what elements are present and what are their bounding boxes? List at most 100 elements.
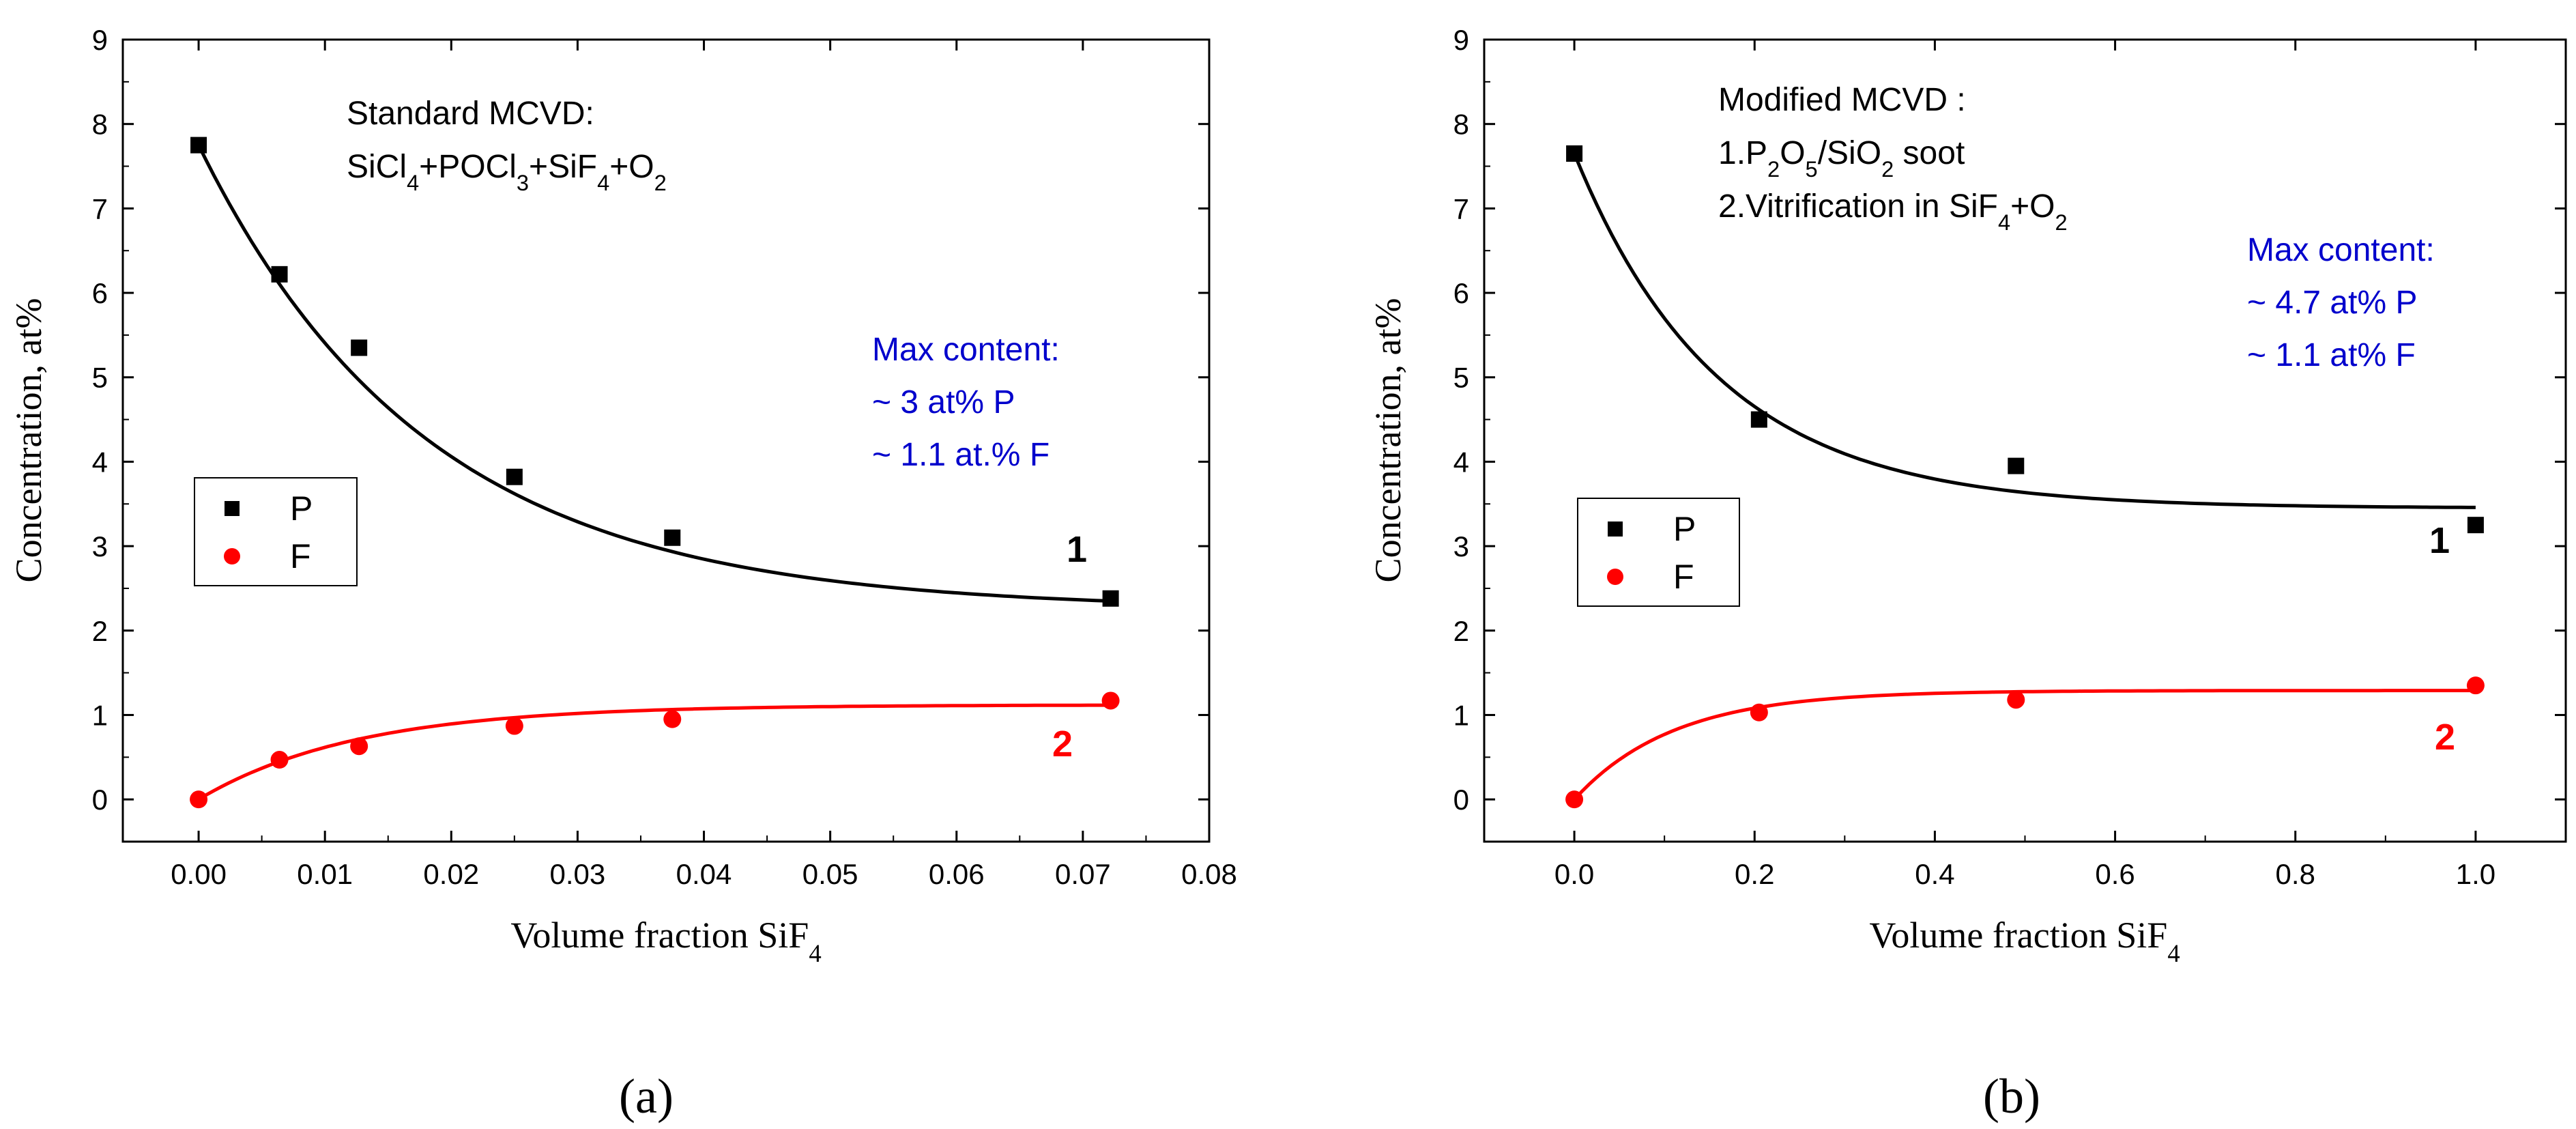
formula-part-0: SiCl xyxy=(347,149,407,185)
step2-sub-0: 4 xyxy=(1998,210,2010,235)
fit-curve-f xyxy=(1573,689,2476,801)
legend-label-p: P xyxy=(1673,510,1696,548)
data-point-f xyxy=(2466,676,2485,695)
step2-sub-1: 2 xyxy=(2055,210,2067,235)
x-tick-label: 0.02 xyxy=(423,858,479,890)
x-axis-title-sub: 4 xyxy=(809,939,821,967)
method-title: Standard MCVD: xyxy=(347,96,594,132)
formula-sub-0: 4 xyxy=(407,170,419,195)
x-axis-title: Volume fraction SiF4 xyxy=(1869,915,2180,967)
x-axis-title-main: Volume fraction SiF xyxy=(1869,915,2167,956)
step1-part-0: 1.P xyxy=(1718,135,1767,171)
x-tick-label: 0.00 xyxy=(171,858,227,890)
chart-panel-a: 0 1 2 3 4 5 6 7 8 9 0.00 0.01 0.02 0.03 0.04 0.05 0.06 0.… xyxy=(8,24,1237,967)
data-point-f xyxy=(663,710,682,728)
data-point-f xyxy=(190,790,208,809)
y-tick-label: 0 xyxy=(92,784,108,816)
formula-part-2: +SiF xyxy=(529,149,597,185)
y-tick-label: 9 xyxy=(92,24,108,56)
method-formula: SiCl4+POCl3+SiF4+O2 xyxy=(347,149,667,195)
legend-marker-f xyxy=(1607,569,1623,585)
fit-curve-f xyxy=(197,703,1111,801)
y-tick-label: 3 xyxy=(92,530,108,562)
data-point-f xyxy=(505,717,523,735)
step1-sub-0: 2 xyxy=(1767,156,1780,182)
y-tick-label: 2 xyxy=(92,615,108,647)
y-axis-title: Concentration, at% xyxy=(8,298,49,583)
legend-box xyxy=(1577,498,1740,607)
data-point-f xyxy=(1101,691,1120,710)
data-point-f xyxy=(2007,691,2025,709)
panel-label-b: (b) xyxy=(1983,1069,2040,1124)
method-step-1: 1.P2O5/SiO2 soot xyxy=(1718,135,1965,182)
fit-curve-p xyxy=(1572,153,2476,509)
step1-part-3: soot xyxy=(1894,135,1965,171)
step1-part-1: O xyxy=(1780,135,1805,171)
data-point-p xyxy=(1566,145,1583,162)
y-tick-label: 9 xyxy=(1453,24,1469,56)
curve-label-p: 1 xyxy=(1067,529,1087,570)
x-tick-label: 1.0 xyxy=(2456,858,2495,890)
method-title: Modified MCVD : xyxy=(1718,82,1966,118)
max-content-line: ~ 4.7 at% P xyxy=(2247,285,2418,321)
step2-part-0: 2.Vitrification in SiF xyxy=(1718,188,1998,225)
legend-marker-p xyxy=(225,501,240,516)
y-tick-label: 8 xyxy=(1453,109,1469,141)
panel-label-a: (a) xyxy=(619,1069,674,1124)
legend-label-f: F xyxy=(1673,558,1694,596)
plot-frame xyxy=(121,38,1211,843)
data-point-p xyxy=(2008,457,2025,474)
y-tick-label: 1 xyxy=(1453,699,1469,731)
y-tick-label: 1 xyxy=(92,699,108,731)
x-tick-label: 0.0 xyxy=(1554,858,1594,890)
fit-curve-p xyxy=(197,144,1111,603)
curve-label-f: 2 xyxy=(2435,717,2455,758)
x-axis-title-sub: 4 xyxy=(2167,939,2180,967)
data-point-p xyxy=(1750,411,1767,428)
x-tick-label: 0.6 xyxy=(2095,858,2134,890)
legend-label-p: P xyxy=(290,489,313,528)
method-step-2: 2.Vitrification in SiF4+O2 xyxy=(1718,188,2068,235)
step2-part-1: +O xyxy=(2010,188,2055,225)
y-tick-label: 4 xyxy=(92,446,108,478)
legend-box xyxy=(194,477,358,586)
x-tick-label: 0.03 xyxy=(550,858,606,890)
formula-sub-1: 3 xyxy=(517,170,529,195)
y-tick-label: 7 xyxy=(1453,192,1469,225)
max-content-line: ~ 1.1 at% F xyxy=(2247,337,2416,373)
y-tick-label: 8 xyxy=(92,109,108,141)
formula-part-1: +POCl xyxy=(419,149,517,185)
data-point-f xyxy=(1750,703,1768,721)
y-tick-label: 5 xyxy=(92,362,108,394)
x-tick-label: 0.08 xyxy=(1181,858,1237,890)
y-tick-label: 4 xyxy=(1453,446,1469,478)
x-tick-label: 0.07 xyxy=(1055,858,1111,890)
curve-label-f: 2 xyxy=(1052,724,1073,764)
curve-label-p: 1 xyxy=(2429,520,2450,561)
x-tick-label: 0.4 xyxy=(1915,858,1954,890)
max-content-line: Max content: xyxy=(2247,232,2435,268)
x-tick-label: 0.01 xyxy=(297,858,353,890)
x-axis-title-main: Volume fraction SiF xyxy=(510,915,809,956)
x-tick-label: 0.2 xyxy=(1735,858,1774,890)
data-point-f xyxy=(1565,790,1584,809)
y-tick-label: 3 xyxy=(1453,530,1469,562)
y-tick-label: 0 xyxy=(1453,784,1469,816)
formula-sub-3: 2 xyxy=(654,170,667,195)
plot-frame xyxy=(1483,38,2567,843)
chart-panel-b: 0 1 2 3 4 5 6 7 8 9 0.0 0.2 0.4 0.6 0.8 1.0 Concentratio… xyxy=(1367,24,2567,967)
y-axis-title: Concentration, at% xyxy=(1367,298,1408,583)
data-point-p xyxy=(506,468,523,485)
data-point-p xyxy=(664,529,681,546)
max-content-line: ~ 1.1 at.% F xyxy=(872,437,1050,473)
data-point-p xyxy=(351,339,368,356)
max-content-line: Max content: xyxy=(872,332,1060,368)
x-tick-label: 0.05 xyxy=(802,858,858,890)
data-point-p xyxy=(2467,517,2484,534)
y-tick-label: 6 xyxy=(92,277,108,309)
data-point-p xyxy=(271,266,288,283)
data-point-f xyxy=(270,751,289,769)
legend-marker-f xyxy=(224,548,240,564)
x-tick-label: 0.8 xyxy=(2276,858,2315,890)
